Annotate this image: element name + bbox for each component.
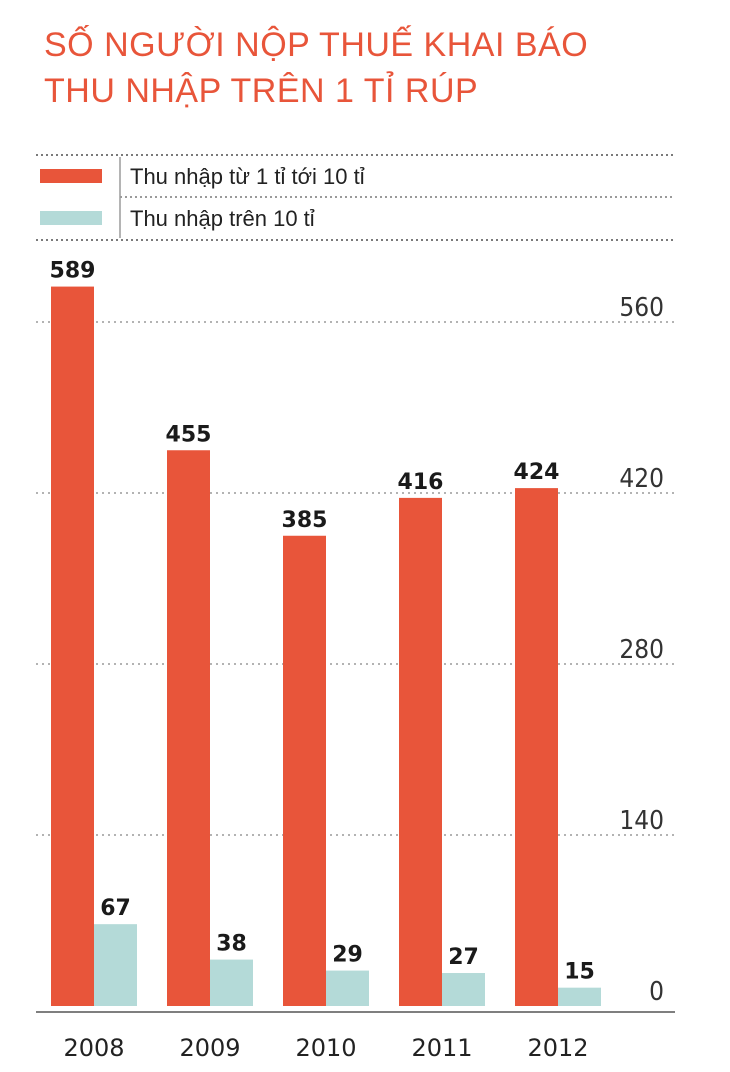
bar-2009-series-1	[167, 450, 210, 1006]
y-tick-label-280: 280	[619, 635, 664, 665]
bar-2009-series-2	[210, 959, 253, 1006]
y-tick-label-420: 420	[619, 464, 664, 494]
chart-title-line-2: THU NHẬP TRÊN 1 TỈ RÚP	[44, 72, 479, 110]
legend-label-2: Thu nhập trên 10 tỉ	[130, 206, 315, 231]
value-label-2008-series-2: 67	[100, 896, 131, 921]
value-label-2011-series-1: 416	[398, 470, 444, 495]
bar-2011-series-1	[399, 497, 442, 1006]
legend-swatch-2	[40, 211, 102, 225]
bar-2010-series-2	[326, 970, 369, 1006]
value-label-2011-series-2: 27	[448, 945, 479, 970]
x-tick-label-2008: 2008	[63, 1034, 124, 1062]
bar-2008-series-2	[94, 924, 137, 1006]
chart-title-line-1: SỐ NGƯỜI NỘP THUẾ KHAI BÁO	[44, 26, 589, 64]
value-label-2010-series-1: 385	[282, 508, 328, 533]
x-tick-label-2010: 2010	[295, 1034, 356, 1062]
bar-2008-series-1	[51, 286, 94, 1006]
legend: Thu nhập từ 1 tỉ tới 10 tỉ Thu nhập trên …	[36, 154, 675, 241]
y-tick-label-140: 140	[619, 806, 664, 836]
grid	[36, 321, 675, 836]
value-label-2009-series-2: 38	[216, 932, 247, 957]
value-label-2009-series-1: 455	[166, 422, 212, 447]
value-label-2012-series-2: 15	[564, 960, 595, 985]
bars	[51, 286, 601, 1007]
x-tick-label-2009: 2009	[179, 1034, 240, 1062]
legend-label-1: Thu nhập từ 1 tỉ tới 10 tỉ	[130, 164, 365, 189]
bar-2012-series-1	[515, 488, 558, 1007]
legend-swatch-1	[40, 169, 102, 183]
bar-2011-series-2	[442, 973, 485, 1006]
y-tick-label-560: 560	[619, 293, 664, 323]
axes: 0 140 280 420 560 2008 2009 2010 2011 2012	[36, 293, 675, 1062]
value-label-2012-series-1: 424	[514, 460, 560, 485]
value-label-2008-series-1: 589	[50, 259, 96, 284]
x-tick-label-2011: 2011	[411, 1034, 472, 1062]
bar-2010-series-1	[283, 535, 326, 1006]
value-labels: 589 67 455 38 385 29 416 27 424 15	[50, 259, 595, 985]
x-tick-label-2012: 2012	[527, 1034, 588, 1062]
chart-title: SỐ NGƯỜI NỘP THUẾ KHAI BÁO THU NHẬP TRÊN…	[44, 22, 704, 114]
bar-2012-series-2	[558, 987, 601, 1006]
y-tick-label-0: 0	[649, 977, 664, 1007]
value-label-2010-series-2: 29	[332, 943, 363, 968]
